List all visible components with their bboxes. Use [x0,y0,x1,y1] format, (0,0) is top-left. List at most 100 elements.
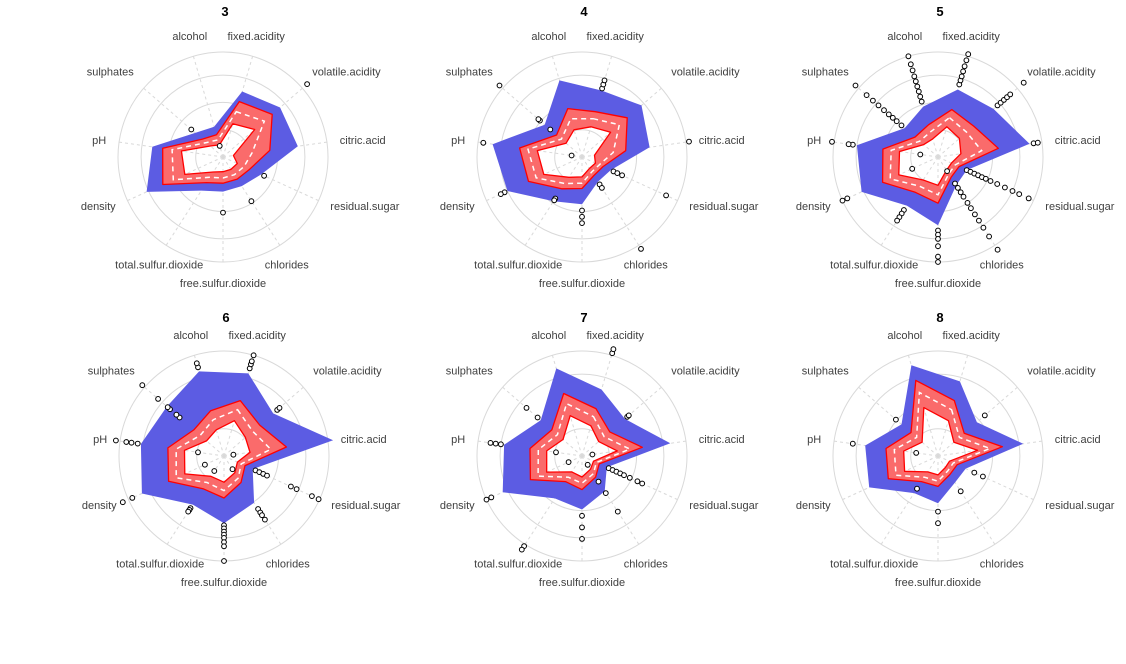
outlier-point [579,220,585,227]
radar-panel-3: fixed.acidity volatile.acidity citric.acid… [81,4,400,290]
outlier-point [1020,79,1027,86]
outlier-point [964,200,971,206]
outlier-point [483,496,490,503]
outlier-point [1002,184,1008,191]
axis-label-fixed.acidity: fixed.acidity [227,31,285,43]
outlier-point [220,209,226,216]
outlier-point [935,243,941,250]
outlier-point [852,82,859,89]
outlier-point [492,440,499,447]
outlier-point [195,449,201,456]
outlier-point [565,459,572,466]
whisker-band [856,89,1030,226]
axis-label-citric.acid: citric.acid [341,434,387,446]
axis-label-density: density [796,500,831,512]
outlier-point [230,451,237,458]
outlier-point [309,493,315,500]
outlier-point [216,143,223,149]
panel-title-7: 7 [580,310,587,325]
iqr-band [885,379,1004,488]
outlier-point [602,490,609,497]
outlier-point [579,213,585,220]
outlier-point [885,111,892,118]
whisker-band [492,80,650,205]
axis-label-sulphates: sulphates [802,67,850,79]
axis-label-volatile.acidity: volatile.acidity [671,67,740,79]
outlier-point [634,478,641,485]
outlier-point [905,53,912,60]
outlier-point [487,440,494,446]
outlier-point [845,141,852,148]
axis-label-volatile.acidity: volatile.acidity [312,67,381,79]
panel-title-6: 6 [222,310,229,325]
whisker-band [865,365,1024,504]
axis-label-free.sulfur.dioxide: free.sulfur.dioxide [539,278,625,290]
outlier-point [968,205,974,212]
outlier-point [994,246,1001,253]
axis-label-sulphates: sulphates [446,366,494,378]
panel-title-5: 5 [936,4,943,19]
outlier-point [155,396,162,402]
iqr-band [518,107,628,190]
outlier-point [488,494,495,501]
outlier-point [625,412,632,419]
outlier-point [173,411,180,418]
outlier-point [579,524,585,531]
axis-label-alcohol: alcohol [172,31,207,43]
axis-label-sulphates: sulphates [446,67,494,79]
outlier-point [935,253,941,260]
outlier-point [119,499,126,506]
outlier-point [829,138,835,145]
whisker-band [140,371,334,524]
axis-label-total.sulfur.dioxide: total.sulfur.dioxide [830,259,918,271]
outlier-point [595,478,602,485]
outlier-point [261,172,268,179]
panel-title-3: 3 [221,4,228,19]
axis-label-citric.acid: citric.acid [1055,434,1101,446]
median-line [537,402,632,485]
axis-label-chlorides: chlorides [980,558,1025,570]
axis-label-total.sulfur.dioxide: total.sulfur.dioxide [116,558,204,570]
outlier-point [480,139,487,146]
outlier-point [917,93,924,100]
outlier-point [986,233,992,240]
axis-label-total.sulfur.dioxide: total.sulfur.dioxide [115,259,203,271]
axis-label-residual.sugar: residual.sugar [689,201,758,213]
outlier-point [898,122,905,129]
outlier-point [960,193,967,200]
axis-label-pH: pH [451,434,465,446]
axis-label-density: density [440,201,475,213]
outlier-point [262,516,268,523]
outlier-point [917,151,924,158]
axis-label-citric.acid: citric.acid [340,135,386,147]
outlier-point [918,98,925,105]
outlier-point [844,195,851,202]
outlier-point [849,440,856,447]
outlier-point [987,178,994,184]
radar-panel-8: fixed.acidity volatile.acidity citric.acid… [796,310,1115,589]
iqr-band [529,392,643,491]
outlier-point [535,116,542,123]
outlier-point [944,168,950,175]
axis-label-fixed.acidity: fixed.acidity [228,330,286,342]
axis-label-volatile.acidity: volatile.acidity [313,366,382,378]
outlier-point [129,495,136,501]
outlier-point [553,449,559,456]
outlier-point [961,63,968,70]
outlier-point [912,78,919,85]
radar-panel-5: fixed.acidity volatile.acidity citric.acid… [796,4,1115,290]
axis-label-free.sulfur.dioxide: free.sulfur.dioxide [181,577,267,589]
outlier-point [971,469,978,476]
outlier-point [164,404,171,411]
outlier-point [957,488,964,495]
whisker-band [502,368,671,510]
outlier-point [523,405,530,411]
axis-label-free.sulfur.dioxide: free.sulfur.dioxide [180,278,266,290]
outlier-point [614,170,621,177]
outlier-point [304,81,311,87]
outlier-point [134,440,141,447]
outlier-point [994,181,1001,187]
outlier-point [614,508,621,515]
outlier-point [935,508,941,515]
